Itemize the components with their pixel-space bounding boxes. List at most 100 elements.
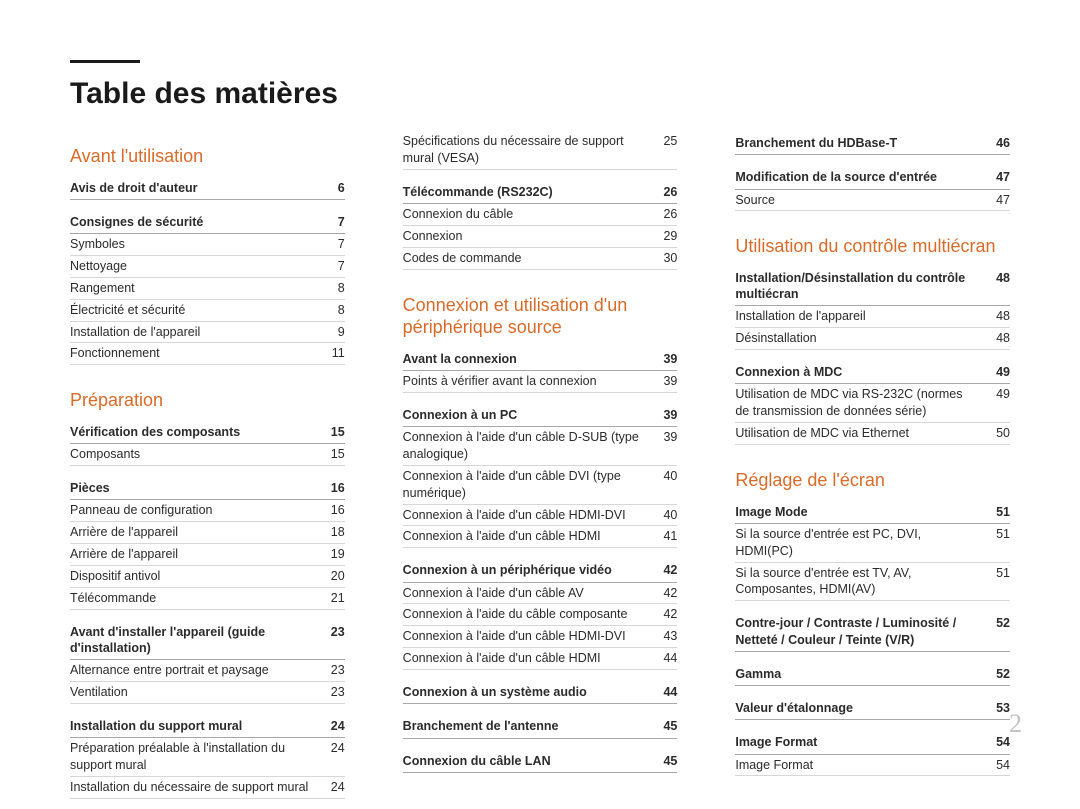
toc-column: Spécifications du nécessaire de support … [403,131,678,809]
toc-row-label: Si la source d'entrée est PC, DVI, HDMI(… [735,526,990,560]
toc-group-label: Branchement de l'antenne [403,718,658,734]
toc-group-label: Télécommande (RS232C) [403,184,658,200]
toc-row: Connexion à l'aide d'un câble HDMI44 [403,648,678,670]
toc-group-header: Branchement de l'antenne45 [403,714,678,738]
toc-row-page: 18 [325,524,345,541]
toc-row-page: 19 [325,546,345,563]
group-spacer [70,466,345,476]
section-title: Connexion et utilisation d'un périphériq… [403,294,678,339]
group-spacer [735,601,1010,611]
page-number: 2 [1009,709,1022,739]
toc-row-label: Panneau de configuration [70,502,325,519]
toc-group-page: 39 [657,351,677,367]
group-spacer [735,445,1010,455]
toc-row-label: Désinstallation [735,330,990,347]
group-spacer [70,610,345,620]
toc-row-page: 40 [657,468,677,502]
group-spacer [403,670,678,680]
group-spacer [735,155,1010,165]
section-title: Préparation [70,389,345,412]
toc-group-header: Gamma52 [735,662,1010,686]
toc-group-label: Image Format [735,734,990,750]
toc-row: Source47 [735,190,1010,212]
toc-row-page: 11 [325,345,345,362]
toc-group-header: Contre-jour / Contraste / Luminosité / N… [735,611,1010,652]
toc-group-page: 45 [657,718,677,734]
toc-row-page: 26 [657,206,677,223]
toc-group-page: 26 [657,184,677,200]
toc-row-page: 42 [657,606,677,623]
toc-group-page: 52 [990,666,1010,682]
toc-row: Utilisation de MDC via RS-232C (normes d… [735,384,1010,423]
toc-row-label: Spécifications du nécessaire de support … [403,133,658,167]
toc-row: Points à vérifier avant la connexion39 [403,371,678,393]
toc-row-page: 50 [990,425,1010,442]
toc-row-label: Nettoyage [70,258,325,275]
toc-group-page: 49 [990,364,1010,380]
toc-row-label: Utilisation de MDC via RS-232C (normes d… [735,386,990,420]
group-spacer [735,652,1010,662]
group-spacer [403,170,678,180]
toc-group-header: Télécommande (RS232C)26 [403,180,678,204]
toc-group-page: 46 [990,135,1010,151]
toc-group-header: Connexion à un PC39 [403,403,678,427]
toc-row: Désinstallation48 [735,328,1010,350]
toc-group-label: Avant la connexion [403,351,658,367]
toc-row-label: Utilisation de MDC via Ethernet [735,425,990,442]
toc-group-label: Connexion à un périphérique vidéo [403,562,658,578]
toc-row-label: Électricité et sécurité [70,302,325,319]
toc-row-label: Installation de l'appareil [735,308,990,325]
toc-row-label: Si la source d'entrée est TV, AV, Compos… [735,565,990,599]
toc-row-page: 54 [990,757,1010,774]
toc-group-label: Connexion à MDC [735,364,990,380]
toc-row: Préparation préalable à l'installation d… [70,738,345,777]
toc-group-header: Connexion du câble LAN45 [403,749,678,773]
group-spacer [735,720,1010,730]
toc-group-header: Connexion à MDC49 [735,360,1010,384]
toc-row: Alternance entre portrait et paysage23 [70,660,345,682]
toc-row-page: 39 [657,429,677,463]
group-spacer [70,365,345,375]
toc-group-page: 44 [657,684,677,700]
toc-row-page: 41 [657,528,677,545]
toc-row-page: 7 [325,236,345,253]
toc-row-page: 47 [990,192,1010,209]
toc-row-label: Fonctionnement [70,345,325,362]
toc-row: Utilisation de MDC via Ethernet50 [735,423,1010,445]
toc-row: Composants15 [70,444,345,466]
toc-row-page: 51 [990,565,1010,599]
group-spacer [403,704,678,714]
toc-group-page: 48 [990,270,1010,303]
toc-group-label: Valeur d'étalonnage [735,700,990,716]
toc-row-page: 40 [657,507,677,524]
toc-group-page: 15 [325,424,345,440]
toc-row-page: 43 [657,628,677,645]
toc-row: Télécommande21 [70,588,345,610]
toc-row: Spécifications du nécessaire de support … [403,131,678,170]
toc-row-page: 44 [657,650,677,667]
toc-row: Installation du nécessaire de support mu… [70,777,345,799]
toc-row: Fonctionnement11 [70,343,345,365]
toc-row: Connexion à l'aide d'un câble HDMI-DVI43 [403,626,678,648]
toc-row-label: Connexion à l'aide d'un câble AV [403,585,658,602]
toc-group-label: Image Mode [735,504,990,520]
section-title: Avant l'utilisation [70,145,345,168]
toc-group-header: Installation du support mural24 [70,714,345,738]
toc-row-label: Points à vérifier avant la connexion [403,373,658,390]
toc-group-header: Avant d'installer l'appareil (guide d'in… [70,620,345,661]
toc-row: Arrière de l'appareil18 [70,522,345,544]
toc-group-label: Pièces [70,480,325,496]
toc-group-header: Consignes de sécurité7 [70,210,345,234]
toc-row-label: Arrière de l'appareil [70,546,325,563]
toc-row-label: Image Format [735,757,990,774]
toc-row-page: 48 [990,308,1010,325]
toc-row-label: Connexion à l'aide du câble composante [403,606,658,623]
toc-group-header: Vérification des composants15 [70,420,345,444]
toc-row: Installation de l'appareil48 [735,306,1010,328]
toc-row: Connexion à l'aide d'un câble HDMI41 [403,526,678,548]
toc-row-page: 24 [325,740,345,774]
toc-row: Codes de commande30 [403,248,678,270]
toc-group-label: Contre-jour / Contraste / Luminosité / N… [735,615,990,648]
toc-row-label: Source [735,192,990,209]
toc-row: Ventilation23 [70,682,345,704]
